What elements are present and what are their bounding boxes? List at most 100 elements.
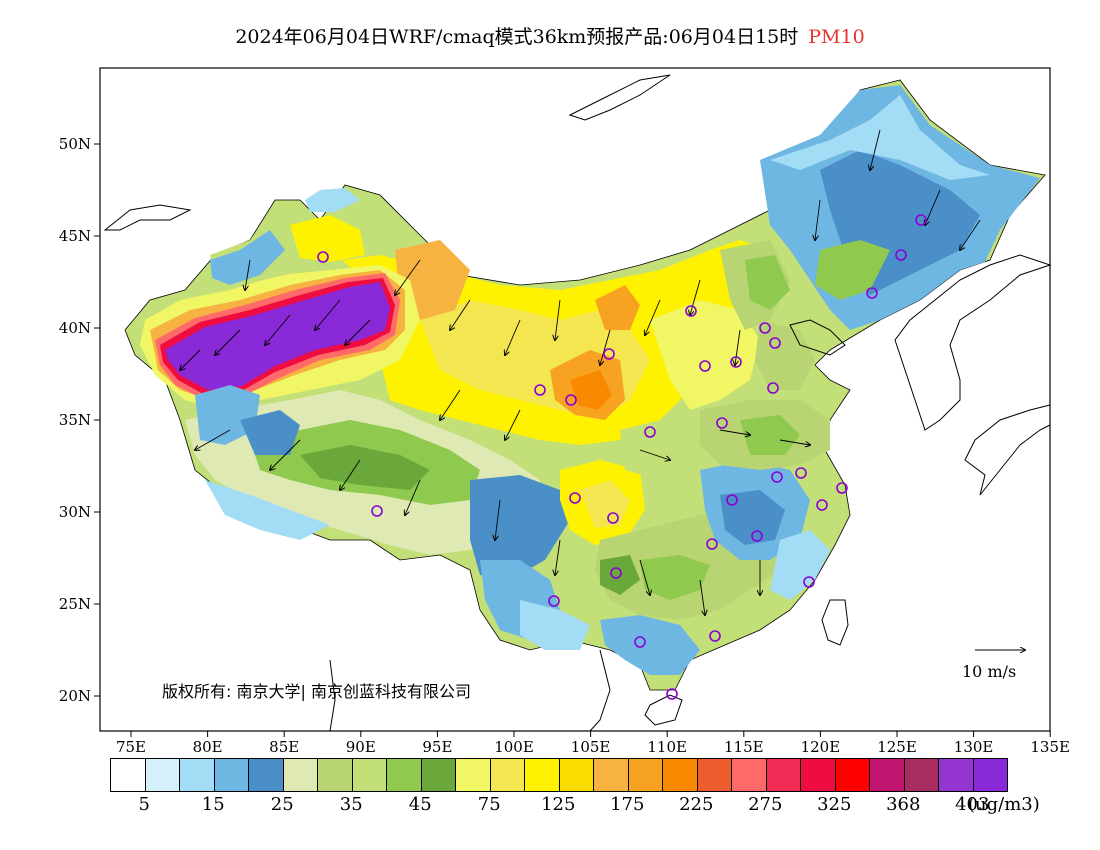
- station-marker: [767, 382, 779, 394]
- station-marker: [751, 530, 763, 542]
- lat-label: 20N: [59, 687, 91, 705]
- station-marker: [565, 394, 577, 406]
- legend-label: 325: [817, 794, 852, 815]
- legend-swatch: [455, 758, 490, 792]
- legend-swatch: [420, 758, 455, 792]
- lat-label: 50N: [59, 135, 91, 153]
- legend-swatch: [179, 758, 214, 792]
- wind-vector: [245, 259, 251, 290]
- station-marker: [771, 471, 783, 483]
- legend-label: 403: [955, 794, 990, 815]
- coastlines: [103, 74, 1052, 732]
- color-legend: [110, 758, 1008, 792]
- station-marker: [685, 305, 697, 317]
- station-marker: [726, 494, 738, 506]
- legend-swatch: [593, 758, 628, 792]
- wind-vector: [555, 299, 561, 340]
- legend-swatch: [731, 758, 766, 792]
- legend-swatch: [938, 758, 973, 792]
- wind-vector: [815, 199, 821, 240]
- wind-vector: [265, 314, 291, 345]
- station-marker: [699, 360, 711, 372]
- wind-vector: [215, 329, 241, 355]
- lon-label: 115E: [724, 738, 764, 756]
- copyright-text: 版权所有: 南京大学| 南京创蓝科技有限公司: [162, 682, 471, 701]
- legend-swatch: [386, 758, 421, 792]
- station-marker: [569, 492, 581, 504]
- station-markers: [317, 214, 927, 700]
- wind-vector: [645, 299, 661, 335]
- station-marker: [795, 467, 807, 479]
- legend-label: 5: [138, 794, 150, 815]
- wind-vector: [735, 329, 741, 365]
- title-main: 2024年06月04日WRF/cmaq模式36km预报产品:06月04日15时: [235, 26, 799, 48]
- legend-swatch: [110, 758, 145, 792]
- wind-vector: [600, 329, 611, 365]
- station-marker: [895, 249, 907, 261]
- station-marker: [634, 636, 646, 648]
- legend-swatch: [558, 758, 593, 792]
- legend-swatch: [282, 758, 317, 792]
- lon-label: 125E: [877, 738, 917, 756]
- legend-swatch: [662, 758, 697, 792]
- wind-vector: [180, 349, 201, 370]
- lat-label: 35N: [59, 411, 91, 429]
- wind-vector: [960, 219, 981, 250]
- station-marker: [709, 630, 721, 642]
- station-marker: [769, 337, 781, 349]
- lon-label: 130E: [954, 738, 994, 756]
- wind-vector: [405, 479, 421, 515]
- legend-label: 45: [408, 794, 432, 815]
- lon-label: 90E: [346, 738, 376, 756]
- wind-vector: [555, 539, 561, 575]
- lon-label: 110E: [647, 738, 687, 756]
- legend-swatch: [972, 758, 1008, 792]
- wind-vector: [340, 459, 361, 490]
- legend-label: 15: [201, 794, 225, 815]
- legend-swatch: [144, 758, 179, 792]
- lat-label: 30N: [59, 503, 91, 521]
- station-marker: [915, 214, 927, 226]
- station-marker: [803, 576, 815, 588]
- lon-label: 95E: [422, 738, 452, 756]
- lon-label: 105E: [571, 738, 611, 756]
- legend-swatch: [351, 758, 386, 792]
- station-marker: [666, 688, 678, 700]
- wind-vector: [690, 279, 701, 315]
- station-marker: [836, 482, 848, 494]
- wind-vectors: [180, 129, 981, 615]
- legend-swatch: [765, 758, 800, 792]
- wind-vector: [195, 429, 231, 450]
- legend-swatch: [248, 758, 283, 792]
- legend-label: 225: [679, 794, 714, 815]
- legend-swatch: [903, 758, 938, 792]
- station-marker: [607, 512, 619, 524]
- station-marker: [610, 567, 622, 579]
- concentration-field: [124, 79, 1046, 691]
- longitude-axis: 75E 80E 85E 90E 95E 100E 105E 110E 115E 120E 125E 1…: [116, 731, 1070, 756]
- wind-vector: [505, 409, 521, 440]
- legend-label: 75: [477, 794, 501, 815]
- wind-vector: [450, 299, 471, 330]
- legend-swatch: [834, 758, 869, 792]
- lat-label: 25N: [59, 595, 91, 613]
- lat-label: 45N: [59, 227, 91, 245]
- wind-reference-label: 10 m/s: [962, 662, 1016, 681]
- latitude-axis: 50N 45N 40N 35N 30N 25N 20N: [59, 135, 100, 705]
- legend-swatch: [627, 758, 662, 792]
- wind-vector: [639, 559, 650, 595]
- legend-swatch: [213, 758, 248, 792]
- lon-label: 85E: [269, 738, 299, 756]
- station-marker: [816, 499, 828, 511]
- legend-swatch: [800, 758, 835, 792]
- legend-swatch: [869, 758, 904, 792]
- wind-vector: [779, 439, 810, 445]
- wind-vector: [925, 189, 941, 225]
- wind-vector: [440, 389, 461, 420]
- station-marker: [716, 417, 728, 429]
- plot-frame: [99, 67, 1051, 732]
- wind-vector: [345, 319, 371, 345]
- wind-vector: [315, 299, 341, 330]
- map-title: 2024年06月04日WRF/cmaq模式36km预报产品:06月04日15时 P…: [0, 22, 1100, 49]
